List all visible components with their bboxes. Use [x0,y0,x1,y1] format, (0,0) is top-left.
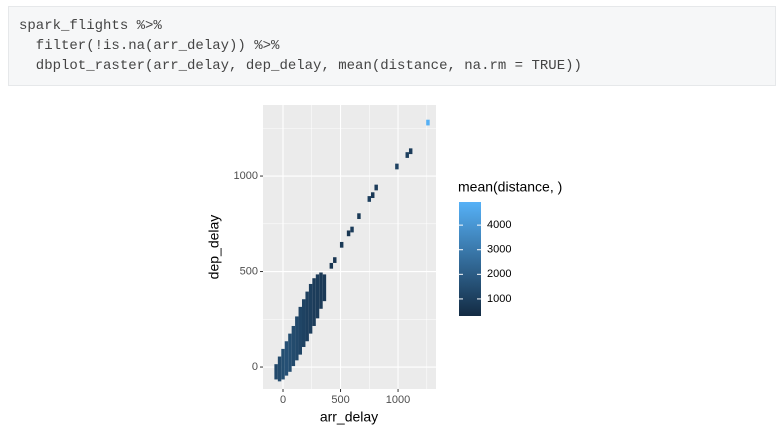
raster-tile [281,348,285,380]
raster-tile [308,283,313,334]
raster-tile [295,316,299,361]
colorbar-label: 2000 [487,268,511,280]
colorbar-label: 4000 [487,219,511,231]
x-tick-label: 1000 [386,394,410,406]
raster-tile [291,325,296,367]
raster-tile [288,333,292,372]
code-block: spark_flights %>% filter(!is.na(arr_dela… [8,6,776,86]
raster-tile [408,148,413,155]
colorbar-label: 3000 [487,244,511,256]
x-tick-label: 500 [331,394,349,406]
raster-tile [305,291,309,342]
raster-tile [301,299,306,347]
colorbar [459,202,481,316]
raster-tile [319,272,323,309]
code-line: spark_flights %>% [19,18,162,34]
raster-tile [346,230,351,237]
raster-tile [426,119,430,126]
raster-tile [357,213,361,220]
y-tick-label: 1000 [234,170,258,182]
raster-tile [329,262,334,269]
raster-tile [333,257,337,263]
raster-tile [284,341,289,376]
raster-tile [395,163,399,170]
raster-tile [405,152,409,158]
code-line: dbplot_raster(arr_delay, dep_delay, mean… [19,58,582,74]
raster-tile [371,192,375,199]
raster-tile [339,241,344,248]
raster-tile [274,364,278,380]
legend-title: mean(distance, ) [458,179,562,195]
raster-tile [367,196,372,202]
code-line: filter(!is.na(arr_delay)) %>% [19,38,280,54]
y-tick-label: 500 [240,265,258,277]
y-axis-title: dep_delay [206,215,222,280]
y-tick-label: 0 [252,361,258,373]
raster-tile [312,278,316,326]
raster-tile [374,184,378,191]
raster-tile [350,226,354,233]
colorbar-label: 1000 [487,293,511,305]
raster-tile [322,274,327,302]
raster-tile [315,274,320,319]
raster-tile [298,306,302,355]
raster-tile [277,356,282,382]
x-axis-title: arr_delay [320,409,378,425]
x-tick-label: 0 [280,394,286,406]
